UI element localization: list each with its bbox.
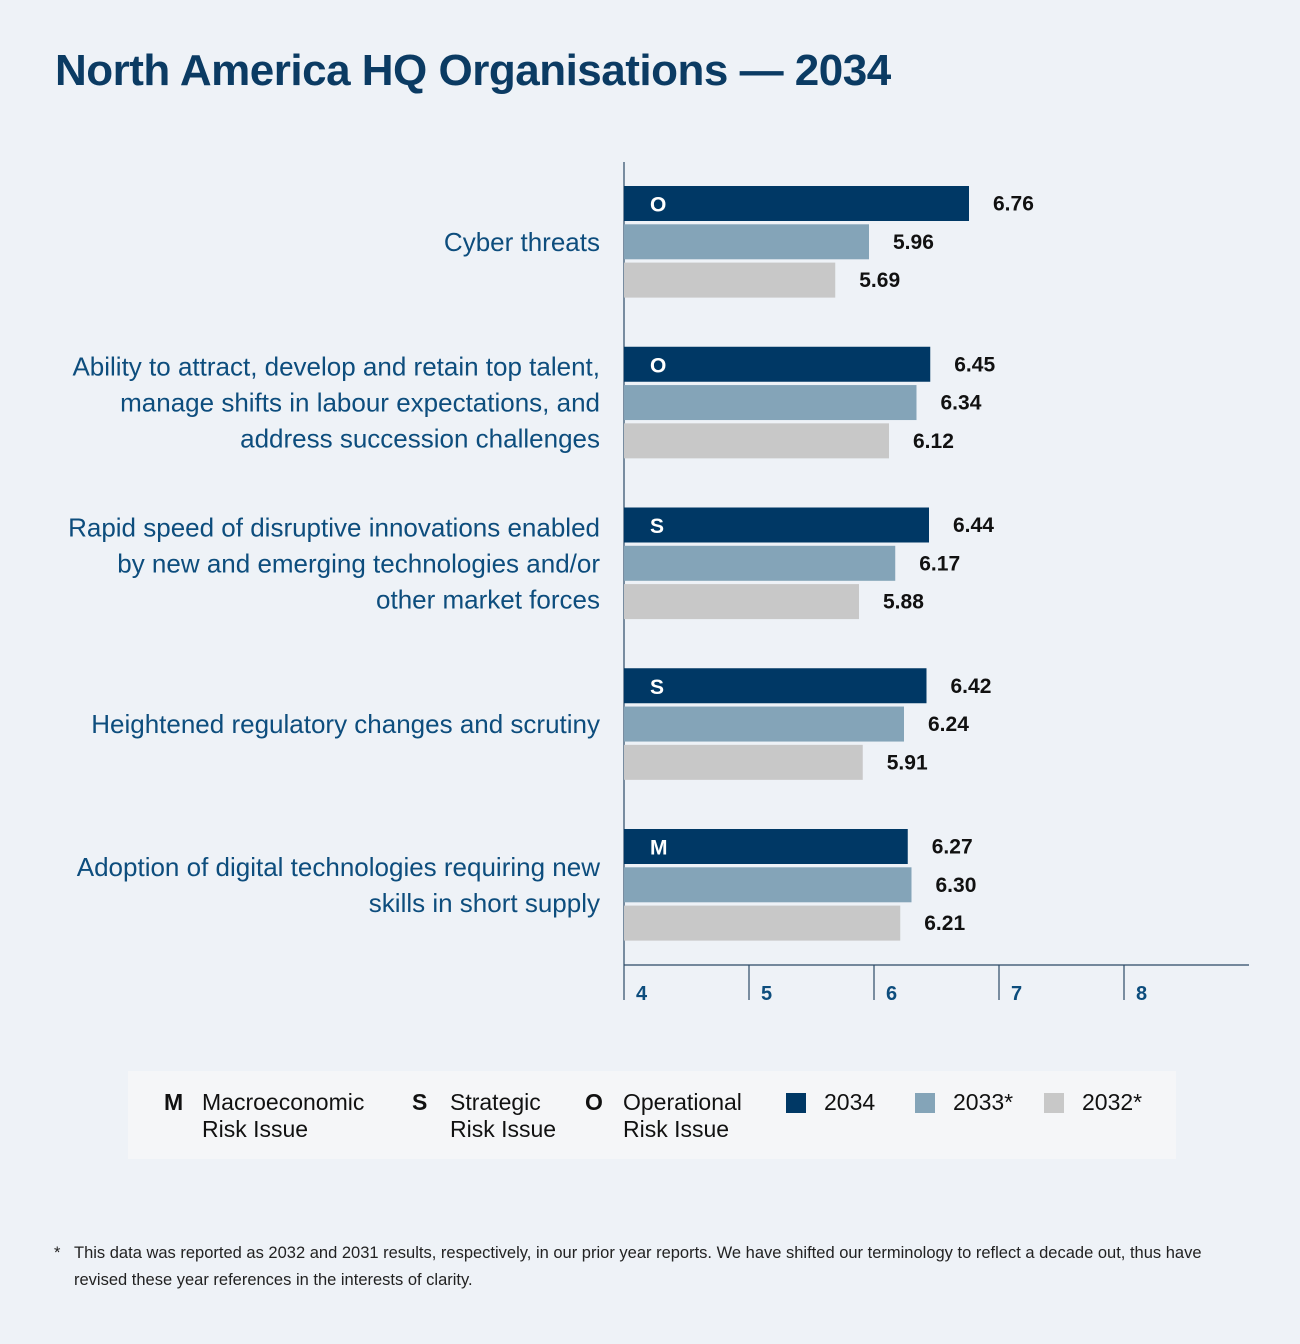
- legend-item-strategic: S Strategic Risk Issue: [412, 1089, 556, 1143]
- x-tick-label: 6: [886, 983, 897, 1005]
- value-label: 6.42: [951, 675, 992, 698]
- value-label: 6.24: [928, 713, 969, 736]
- category-label: manage shifts in labour expectations, an…: [120, 388, 600, 418]
- legend-text-line: Strategic: [450, 1089, 541, 1115]
- legend-letter-m: M: [164, 1089, 184, 1115]
- bar-2032: [624, 744, 863, 780]
- bar-2032: [624, 423, 889, 459]
- category-label: Cyber threats: [444, 227, 600, 257]
- category-label: Ability to attract, develop and retain t…: [72, 352, 600, 382]
- legend-item-2034: 2034: [786, 1089, 875, 1116]
- legend-text-line: Operational: [623, 1089, 742, 1115]
- legend-letter-o: O: [585, 1089, 603, 1115]
- legend: M Macroeconomic Risk Issue S Strategic R…: [128, 1071, 1176, 1159]
- legend-text-line: Risk Issue: [450, 1116, 557, 1142]
- category-label: Adoption of digital technologies requiri…: [77, 852, 600, 882]
- x-tick-label: 5: [761, 983, 772, 1005]
- value-label: 5.69: [859, 269, 900, 292]
- risk-type-letter: M: [650, 837, 668, 860]
- bar-2033: [624, 706, 904, 742]
- footnote: * This data was reported as 2032 and 203…: [54, 1240, 1244, 1294]
- legend-year-label: 2034: [824, 1089, 876, 1115]
- risk-type-letter: S: [650, 515, 664, 538]
- bar-2034: [624, 186, 969, 221]
- bar-2033: [624, 224, 869, 260]
- value-label: 6.76: [993, 193, 1034, 216]
- bar-2034: [624, 346, 931, 382]
- value-label: 6.12: [913, 430, 954, 453]
- category-label: Rapid speed of disruptive innovations en…: [68, 512, 600, 542]
- value-label: 6.21: [924, 912, 965, 935]
- legend-swatch-2033: [915, 1093, 935, 1113]
- bar-2032: [624, 584, 859, 620]
- value-label: 6.45: [954, 353, 995, 376]
- bar-2033: [624, 385, 917, 421]
- bar-chart: 4 5 6 7 8 Cyber threats 6.76 O 5.96 5.69 Ability t…: [68, 162, 1249, 1005]
- footnote-text: This data was reported as 2032 and 2031 …: [74, 1244, 1202, 1289]
- value-label: 5.96: [893, 231, 934, 254]
- legend-text-line: Risk Issue: [623, 1116, 730, 1142]
- legend-item-2032: 2032*: [1044, 1089, 1142, 1116]
- category-label: by new and emerging technologies and/or: [117, 548, 600, 578]
- x-tick-label: 8: [1136, 983, 1147, 1005]
- footnote-mark: *: [54, 1244, 61, 1262]
- value-label: 6.27: [932, 836, 973, 859]
- legend-swatch-2032: [1044, 1093, 1064, 1113]
- legend-item-operational: O Operational Risk Issue: [585, 1089, 742, 1143]
- bar-2033: [624, 867, 912, 903]
- bar-2034: [624, 829, 908, 864]
- bar-2034: [624, 507, 929, 543]
- risk-type-letter: O: [650, 354, 666, 377]
- legend-swatch-2034: [786, 1093, 806, 1113]
- chart-title: North America HQ Organisations — 2034: [55, 46, 891, 95]
- legend-text-line: Risk Issue: [202, 1116, 309, 1142]
- risk-type-letter: S: [650, 676, 664, 699]
- legend-year-label: 2032*: [1082, 1089, 1143, 1115]
- legend-year-label: 2033*: [953, 1089, 1014, 1115]
- risk-type-letter: O: [650, 194, 666, 217]
- value-label: 6.34: [941, 392, 982, 415]
- category-label: skills in short supply: [369, 888, 600, 918]
- bar-2032: [624, 262, 836, 298]
- legend-text-line: Macroeconomic: [202, 1089, 365, 1115]
- bar-2032: [624, 905, 901, 941]
- bar-2033: [624, 545, 896, 581]
- value-label: 5.91: [887, 751, 928, 774]
- legend-item-macroeconomic: M Macroeconomic Risk Issue: [164, 1089, 364, 1143]
- legend-item-2033: 2033*: [915, 1089, 1013, 1116]
- x-tick-label: 4: [636, 983, 648, 1005]
- value-label: 5.88: [883, 591, 924, 614]
- value-label: 6.44: [953, 514, 994, 537]
- legend-letter-s: S: [412, 1089, 428, 1115]
- value-label: 6.17: [919, 552, 960, 575]
- category-label: other market forces: [376, 584, 600, 614]
- category-label: address succession challenges: [240, 424, 600, 454]
- x-tick-label: 7: [1011, 983, 1022, 1005]
- bar-2034: [624, 668, 927, 704]
- category-label: Heightened regulatory changes and scruti…: [91, 709, 600, 739]
- value-label: 6.30: [936, 874, 977, 897]
